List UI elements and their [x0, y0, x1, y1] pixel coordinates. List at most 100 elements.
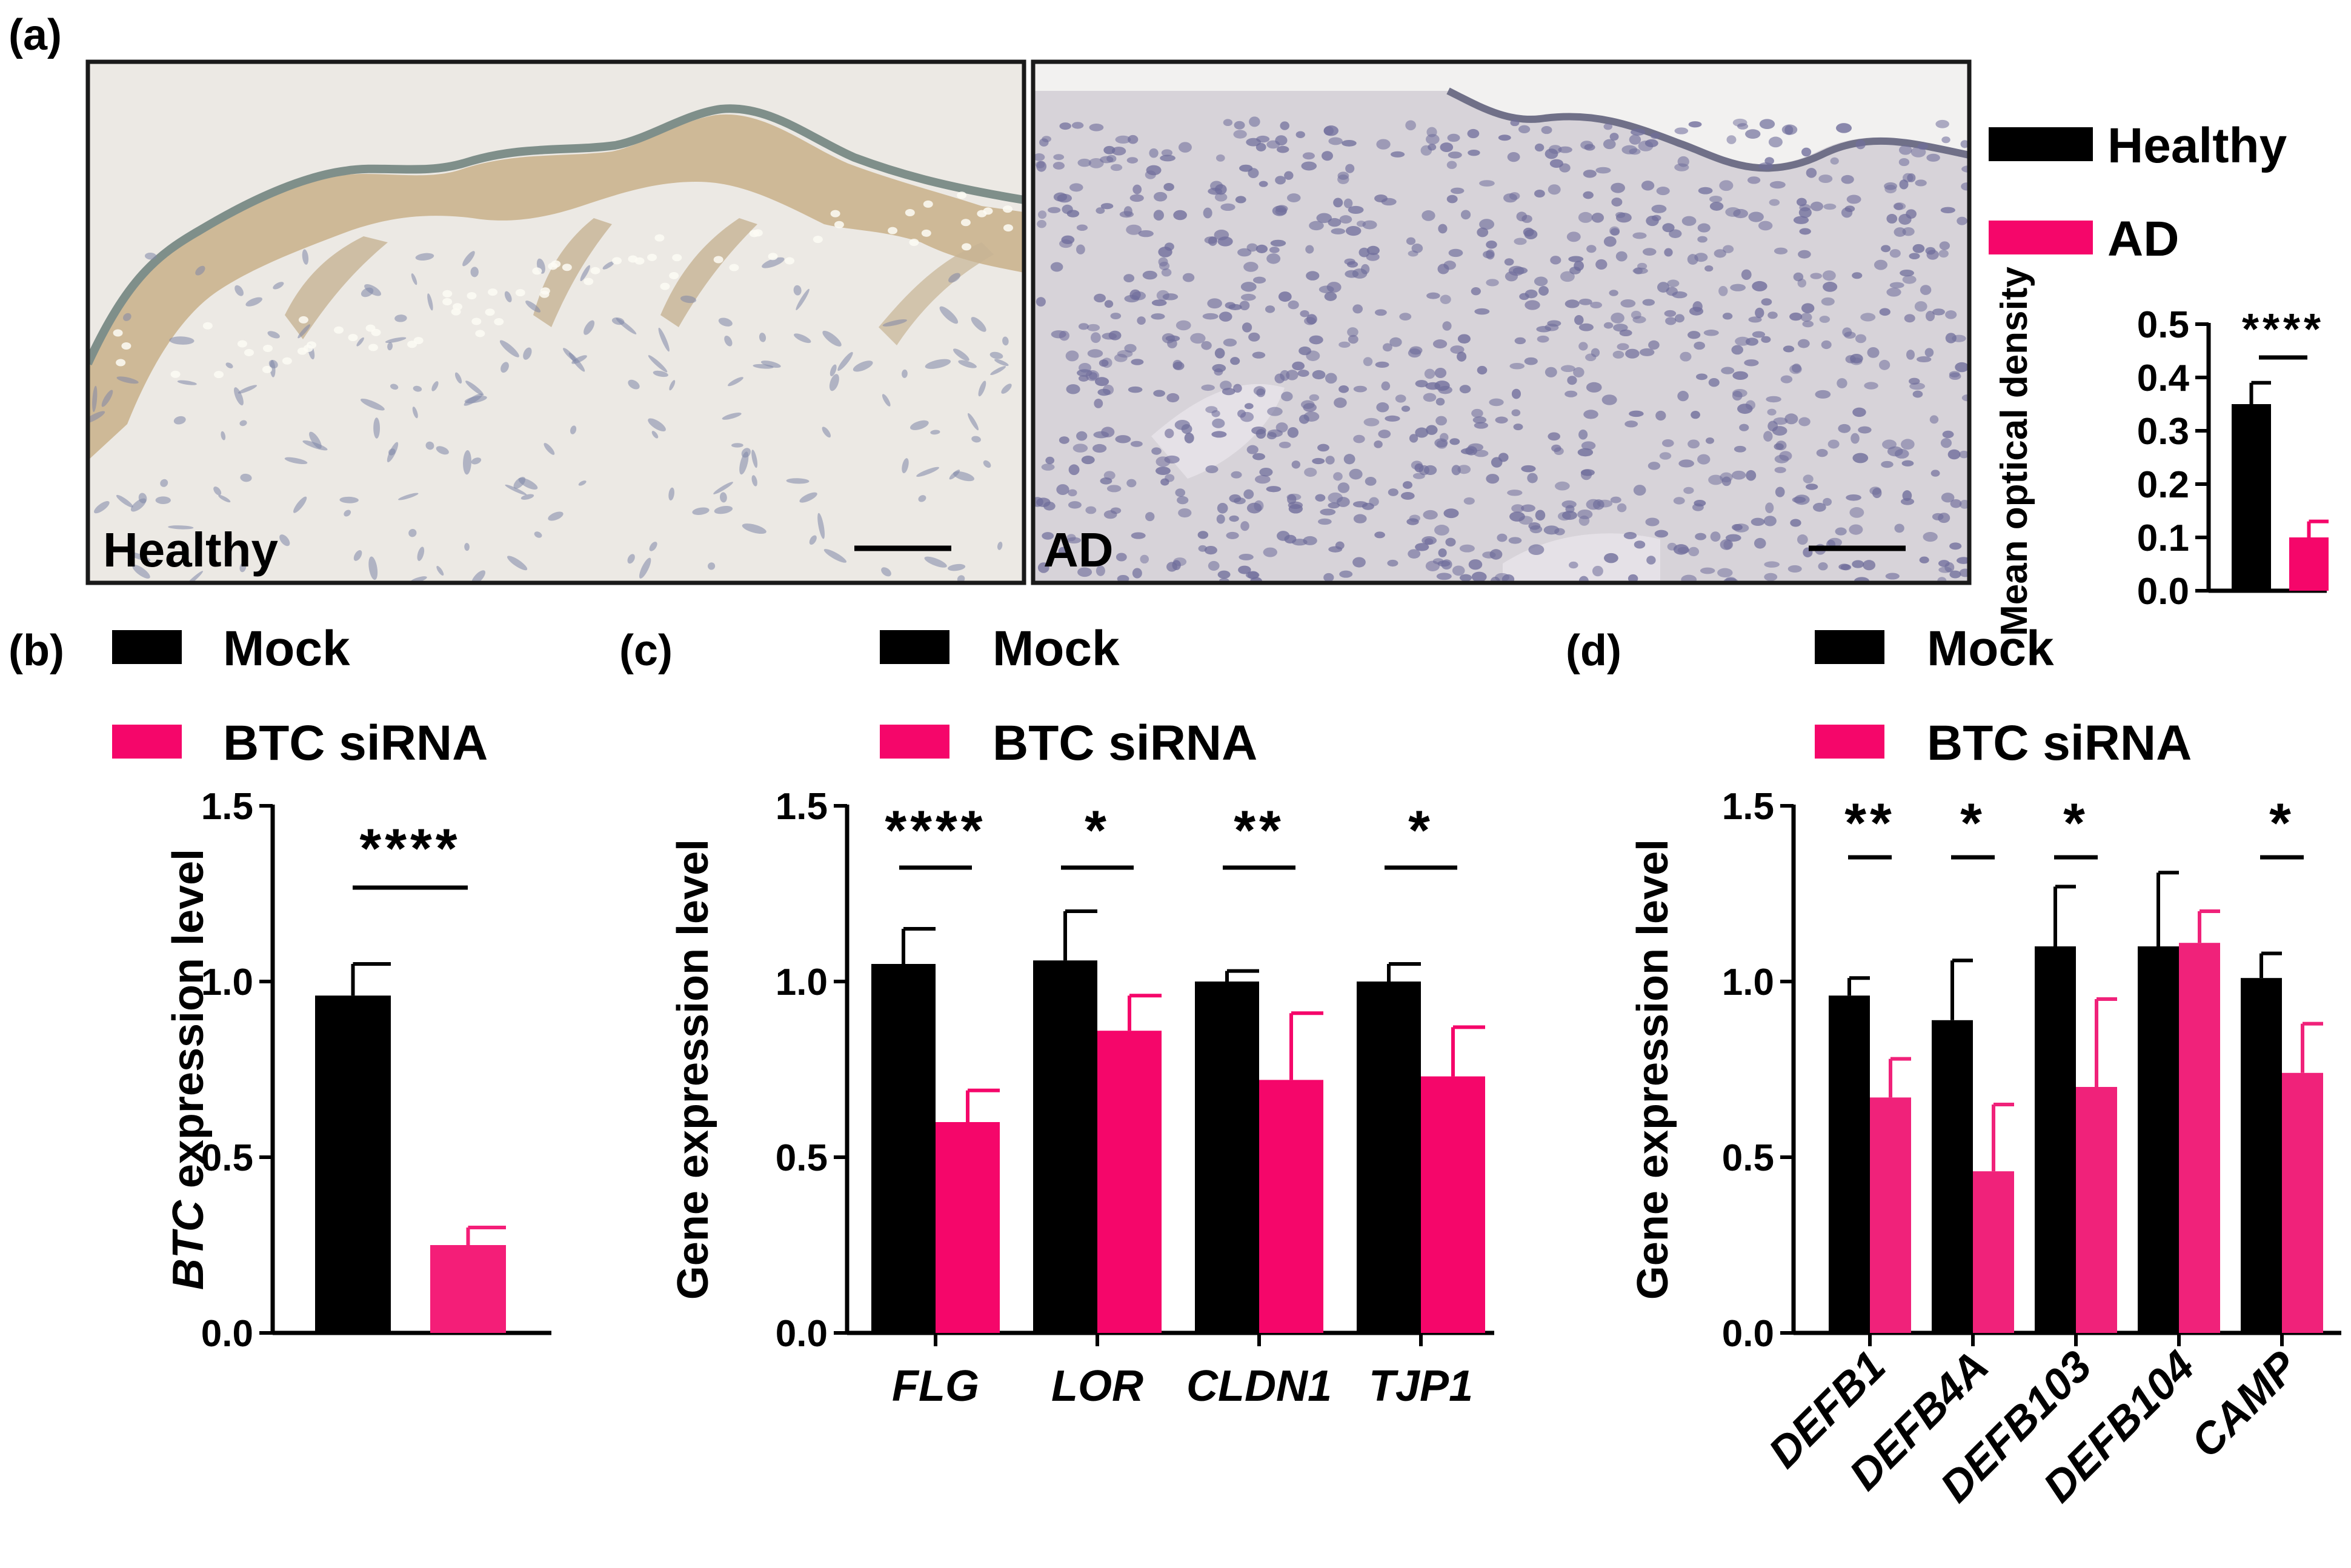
nucleus — [1266, 253, 1281, 264]
nucleus — [1423, 393, 1437, 402]
nucleus — [1801, 147, 1812, 157]
nucleus — [1498, 135, 1511, 141]
nucleus — [1603, 322, 1614, 329]
nucleus — [1940, 207, 1955, 214]
nucleus — [1586, 382, 1602, 393]
nucleus — [953, 348, 969, 361]
nucleus — [1288, 300, 1299, 310]
nucleus — [1424, 368, 1435, 379]
nucleus — [92, 385, 98, 413]
nucleus — [1949, 371, 1960, 377]
nucleus — [1178, 508, 1192, 518]
nucleus — [571, 355, 587, 364]
nucleus — [1130, 440, 1143, 447]
nucleus — [1352, 557, 1366, 568]
nucleus — [1151, 313, 1165, 320]
nucleus — [1916, 356, 1932, 363]
nucleus — [1545, 367, 1557, 377]
nucleus — [1103, 145, 1116, 154]
nucleus — [1688, 546, 1700, 557]
nucleus — [1957, 557, 1969, 564]
nucleus — [1609, 290, 1618, 296]
nucleus — [1161, 149, 1173, 157]
nucleus — [213, 487, 222, 496]
nucleus — [1527, 473, 1538, 483]
nucleus — [1615, 251, 1628, 262]
nucleus — [101, 390, 113, 407]
nucleus — [1595, 259, 1608, 270]
nucleus — [1305, 245, 1314, 254]
nucleus — [968, 413, 979, 431]
nucleus — [463, 450, 471, 475]
panel-label-d: (d) — [1566, 626, 1621, 675]
nucleus — [1625, 348, 1640, 359]
nucleus — [1577, 509, 1593, 519]
nucleus — [1700, 567, 1715, 574]
nucleus — [123, 313, 131, 321]
nucleus — [753, 229, 763, 237]
nucleus — [138, 493, 147, 503]
nucleus — [1651, 214, 1661, 221]
nucleus — [1345, 226, 1362, 236]
nucleus — [113, 329, 123, 337]
nucleus — [1611, 198, 1623, 207]
nucleus — [1059, 436, 1069, 444]
nucleus — [1651, 204, 1667, 213]
panel-label-b: (b) — [8, 626, 64, 675]
nucleus — [1601, 394, 1617, 405]
nucleus — [273, 282, 284, 290]
nucleus — [1697, 236, 1708, 243]
nucleus — [786, 478, 810, 484]
nucleus — [1812, 502, 1826, 512]
nucleus — [1822, 270, 1836, 281]
nucleus — [1511, 388, 1521, 399]
nucleus — [1941, 136, 1950, 144]
nucleus — [1719, 180, 1734, 191]
nucleus — [1334, 397, 1347, 408]
nucleus — [1126, 479, 1137, 488]
nucleus — [1695, 533, 1707, 540]
nucleus — [1304, 467, 1317, 477]
nucleus — [1764, 573, 1778, 581]
nucleus — [1534, 143, 1545, 152]
nucleus — [1732, 118, 1747, 127]
chart-a-y-title: Mean optical density — [1994, 267, 2035, 636]
nucleus — [1904, 314, 1915, 323]
nucleus — [1694, 341, 1705, 350]
nucleus — [1101, 427, 1115, 437]
nucleus — [1291, 460, 1301, 469]
nucleus — [1578, 211, 1593, 223]
nucleus — [651, 431, 659, 439]
nucleus — [1309, 394, 1320, 401]
nucleus — [1942, 430, 1954, 439]
nucleus — [364, 284, 382, 296]
nucleus — [1923, 531, 1938, 542]
nucleus — [1286, 193, 1301, 202]
nucleus — [488, 288, 498, 296]
nucleus — [1818, 562, 1828, 571]
nucleus — [302, 249, 309, 265]
nucleus — [408, 529, 417, 537]
nucleus — [1610, 496, 1621, 503]
nucleus — [1061, 235, 1075, 244]
nucleus — [1731, 470, 1746, 480]
nucleus — [1557, 511, 1571, 521]
chart-c: 0.0 0.5 1.0 1.5 FLG **** LOR * CLDN1 ** TJP1 * Gene … — [669, 786, 1494, 1410]
nucleus — [570, 425, 577, 434]
nucleus — [1277, 531, 1290, 541]
nucleus — [1220, 203, 1235, 211]
chart-a-y-tick-label: 0.4 — [2137, 357, 2190, 399]
nucleus — [1949, 570, 1961, 579]
nucleus — [1744, 359, 1759, 367]
nucleus — [1092, 443, 1107, 453]
chart-a-sig-label: **** — [2242, 305, 2324, 354]
nucleus — [1435, 397, 1445, 406]
nucleus — [1525, 289, 1538, 299]
nucleus — [1765, 502, 1774, 514]
nucleus — [1545, 324, 1559, 331]
chart-a-y-tick-label: 0.3 — [2137, 411, 2189, 453]
nucleus — [1619, 329, 1632, 337]
nucleus — [1211, 431, 1227, 438]
nucleus — [1577, 448, 1594, 457]
